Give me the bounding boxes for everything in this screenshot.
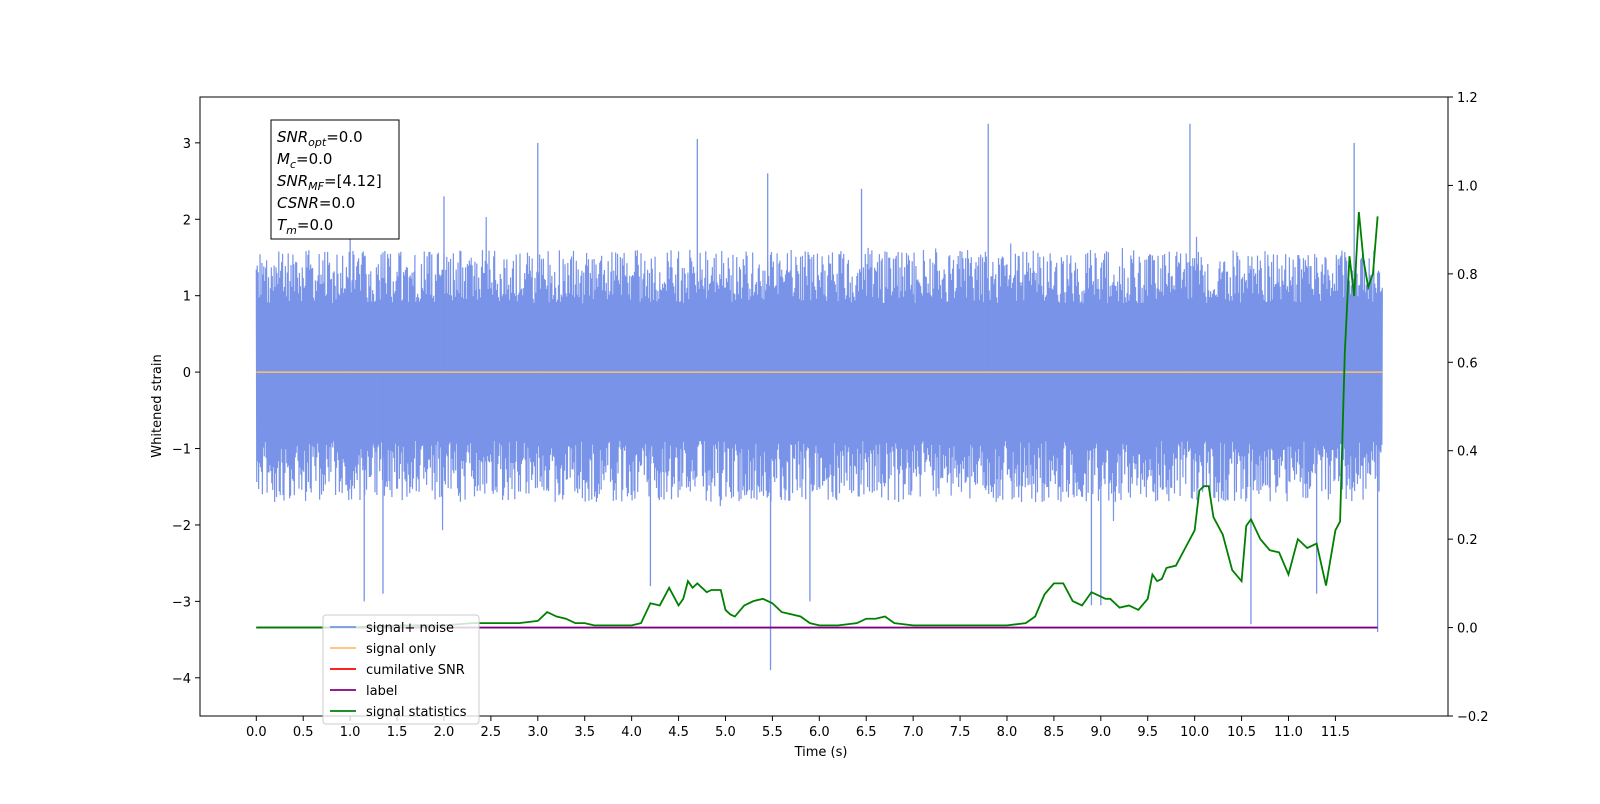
x-tick-label: 7.0: [903, 725, 924, 740]
y-tick-label: 1: [183, 290, 191, 305]
y2-tick-label: 0.2: [1457, 533, 1478, 548]
annotation-line: SNRopt=0.0: [277, 128, 363, 149]
x-tick-label: 10.0: [1180, 725, 1209, 740]
y-tick-label: −4: [172, 672, 191, 687]
x-tick-label: 1.0: [340, 725, 361, 740]
x-tick-label: 11.0: [1274, 725, 1303, 740]
y-tick-label: −3: [172, 595, 191, 610]
x-axis: 0.0 0.5 1.0 1.5 2.0 2.5 3.0 3.5 4.0 4.5 5.0 5.5 6.0 6…: [246, 716, 1350, 740]
x-tick-label: 4.0: [621, 725, 642, 740]
y-tick-label: −1: [172, 443, 191, 458]
annotation-line: Tm=0.0: [277, 216, 333, 237]
annotation-line: SNRMF=[4.12]: [277, 172, 382, 193]
y2-tick-label: 0.4: [1457, 445, 1478, 460]
y-axis-label: Whitened strain: [150, 354, 165, 457]
y-tick-label: 3: [183, 137, 191, 152]
annotation-line: CSNR=0.0: [277, 194, 355, 212]
signal-statistics-line: [256, 211, 1379, 629]
x-tick-label: 8.0: [997, 725, 1018, 740]
x-tick-label: 11.5: [1321, 725, 1350, 740]
plot-frame: [199, 96, 1449, 717]
x-tick-label: 9.0: [1090, 725, 1111, 740]
x-axis-label: Time (s): [794, 745, 848, 760]
x-tick-label: 6.5: [856, 725, 877, 740]
x-tick-label: 5.5: [762, 725, 783, 740]
legend-label: label: [366, 684, 397, 699]
x-tick-label: 5.0: [715, 725, 736, 740]
x-tick-label: 10.5: [1227, 725, 1256, 740]
signal-noise-series: [255, 123, 1383, 671]
x-tick-label: 6.0: [809, 725, 830, 740]
y2-tick-label: 0.8: [1457, 268, 1478, 283]
legend: signal+ noise signal only cumilative SNR la…: [322, 614, 480, 725]
x-tick-label: 1.5: [387, 725, 408, 740]
x-tick-label: 3.0: [527, 725, 548, 740]
legend-label: cumilative SNR: [366, 663, 465, 678]
x-tick-label: 7.5: [950, 725, 971, 740]
x-tick-label: 3.5: [574, 725, 595, 740]
x-tick-label: 2.0: [434, 725, 455, 740]
y2-tick-label: 1.0: [1457, 179, 1478, 194]
x-tick-label: 8.5: [1044, 725, 1065, 740]
legend-label: signal only: [366, 642, 436, 657]
legend-label: signal+ noise: [366, 621, 454, 636]
x-tick-label: 4.5: [668, 725, 689, 740]
annotation-frame: [270, 119, 400, 240]
x-tick-label: 9.5: [1137, 725, 1158, 740]
y2-tick-label: 0.0: [1457, 622, 1478, 637]
x-tick-label: 0.0: [246, 725, 267, 740]
legend-label: signal statistics: [366, 705, 467, 720]
y-axis-right: 1.2 1.0 0.8 0.6 0.4 0.2 0.0 −0.2: [1448, 91, 1489, 725]
y2-tick-label: 0.6: [1457, 356, 1478, 371]
annotation-line: Mc=0.0: [277, 150, 332, 171]
x-tick-label: 0.5: [293, 725, 314, 740]
y2-tick-label: −0.2: [1457, 710, 1489, 725]
legend-frame: [322, 614, 480, 725]
x-tick-label: 2.5: [481, 725, 502, 740]
y-tick-label: 0: [183, 366, 191, 381]
y2-tick-label: 1.2: [1457, 91, 1478, 106]
y-tick-label: 2: [183, 213, 191, 228]
y-tick-label: −2: [172, 519, 191, 534]
y-axis-left: 3 2 1 0 −1 −2 −3 −4: [172, 137, 200, 687]
